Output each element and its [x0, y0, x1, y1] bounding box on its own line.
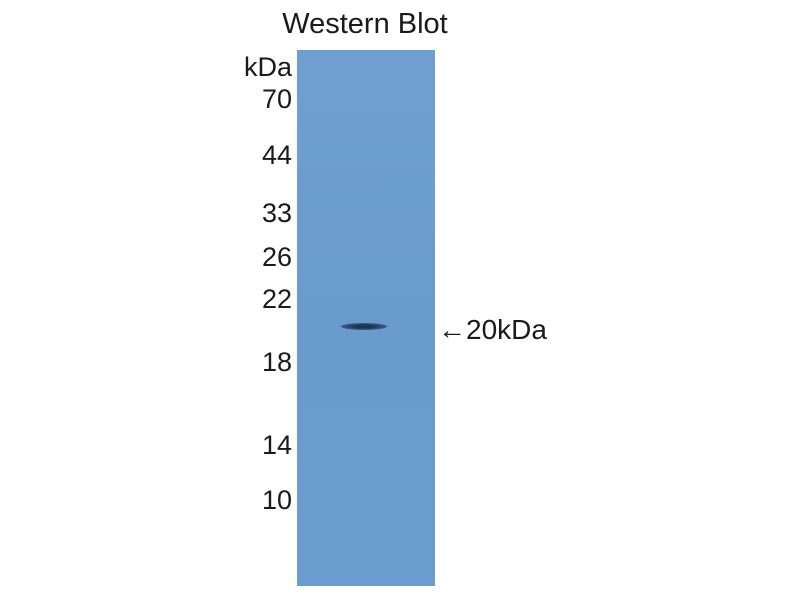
- marker-70: 70: [261, 84, 292, 114]
- protein-band: [341, 323, 387, 330]
- figure-title: Western Blot: [282, 8, 448, 40]
- marker-26: 26: [261, 242, 292, 272]
- marker-44: 44: [261, 140, 292, 170]
- marker-18: 18: [261, 347, 292, 377]
- unit-label: kDa: [243, 52, 292, 82]
- band-annotation: ←20kDa: [438, 314, 547, 345]
- blot-membrane: [297, 50, 435, 586]
- marker-22: 22: [261, 284, 292, 314]
- marker-14: 14: [261, 430, 292, 460]
- marker-33: 33: [261, 198, 292, 228]
- marker-10: 10: [261, 485, 292, 515]
